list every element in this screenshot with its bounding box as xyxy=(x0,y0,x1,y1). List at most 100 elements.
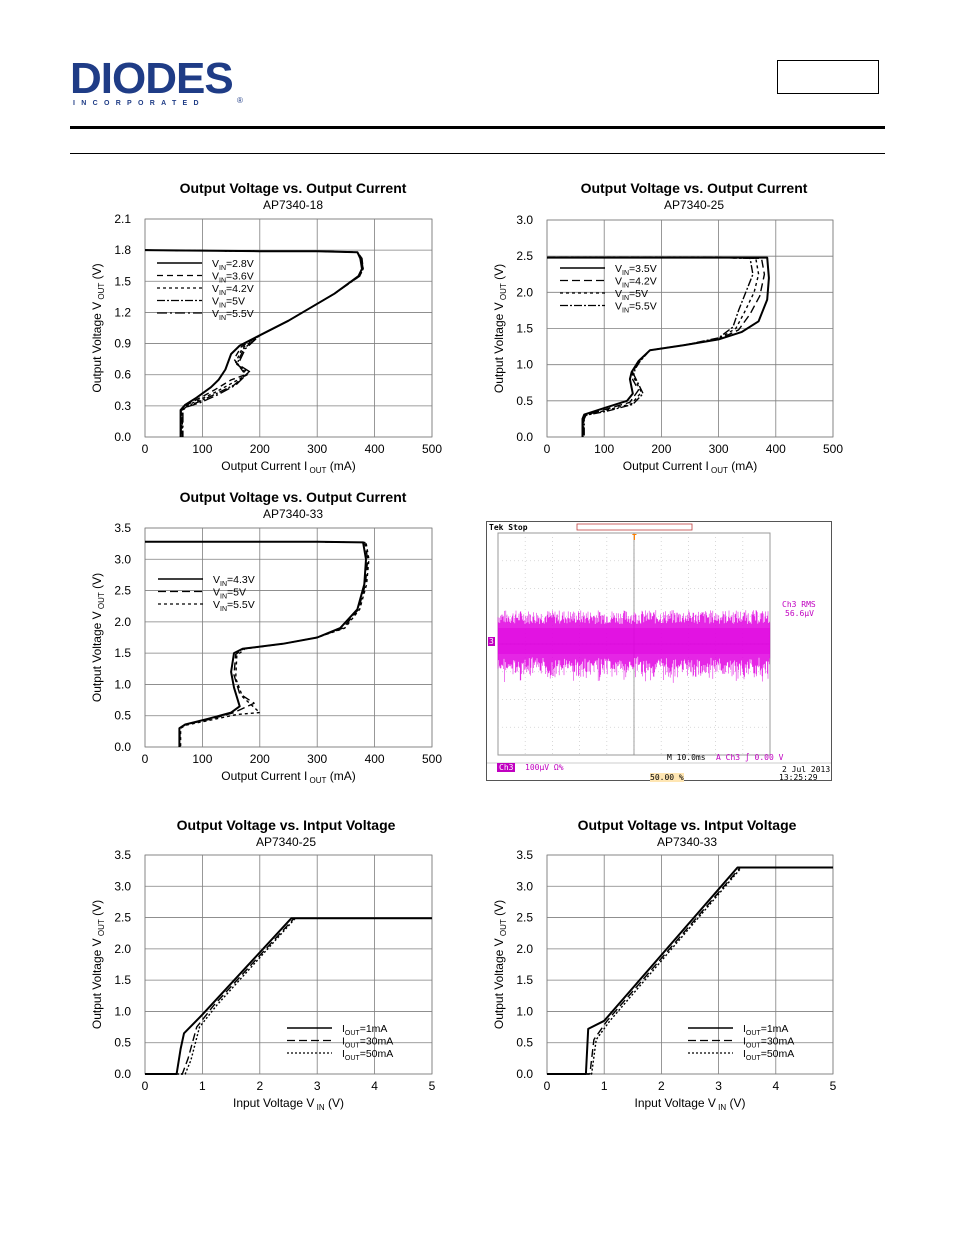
x-tick-label: 0 xyxy=(544,1079,551,1093)
legend-label: IOUT=1mA xyxy=(743,1023,788,1037)
header-rule-thick xyxy=(70,126,885,129)
y-tick-label: 2.5 xyxy=(114,584,131,598)
x-axis-label: Input Voltage V IN (V) xyxy=(635,1096,746,1112)
legend-label: VIN=4.2V xyxy=(212,283,254,297)
scope-status: Tek Stop xyxy=(489,523,528,532)
y-axis-label: Output Voltage V OUT (V) xyxy=(492,900,508,1029)
legend-label: VIN=4.3V xyxy=(213,574,255,588)
legend-label: VIN=3.5V xyxy=(615,263,657,277)
x-tick-label: 2 xyxy=(256,1079,263,1093)
legend-label: VIN=5V xyxy=(213,587,246,601)
x-tick-label: 1 xyxy=(601,1079,608,1093)
series-line xyxy=(547,866,833,1075)
y-tick-label: 2.1 xyxy=(114,212,131,226)
x-axis-label: Output Current I OUT (mA) xyxy=(221,459,356,475)
legend-label: IOUT=50mA xyxy=(743,1048,794,1062)
y-tick-label: 1.0 xyxy=(114,1004,131,1018)
x-tick-label: 5 xyxy=(429,1079,436,1093)
legend-label: IOUT=1mA xyxy=(342,1023,387,1037)
x-tick-label: 1 xyxy=(199,1079,206,1093)
scope-channel-marker: 3 xyxy=(488,637,495,646)
legend-label: VIN=5.5V xyxy=(615,301,657,315)
y-tick-label: 2.5 xyxy=(516,911,533,925)
y-tick-label: 2.0 xyxy=(516,942,533,956)
y-axis-label: Output Voltage V OUT (V) xyxy=(492,264,508,393)
registered-mark-icon: ® xyxy=(237,96,243,105)
y-tick-label: 0.5 xyxy=(516,1036,533,1050)
y-tick-label: 0.0 xyxy=(114,1067,131,1081)
y-tick-label: 0.0 xyxy=(516,1067,533,1081)
x-tick-label: 400 xyxy=(365,442,385,456)
x-axis-label: Output Current I OUT (mA) xyxy=(221,769,356,785)
logo-subtext: INCORPORATED xyxy=(73,100,205,107)
legend-label: VIN=2.8V xyxy=(212,258,254,272)
y-tick-label: 1.5 xyxy=(516,973,533,987)
legend-label: IOUT=30mA xyxy=(342,1036,393,1050)
chart-subtitle: AP7340-18 xyxy=(262,198,324,212)
y-tick-label: 0.6 xyxy=(114,368,131,382)
x-tick-label: 0 xyxy=(142,1079,149,1093)
y-axis-label: Output Voltage V OUT (V) xyxy=(90,900,106,1029)
x-tick-label: 5 xyxy=(830,1079,837,1093)
x-tick-label: 4 xyxy=(772,1079,779,1093)
x-tick-label: 500 xyxy=(422,752,442,766)
scope-trigger-info: A Ch3 ∫ 0.00 V xyxy=(716,753,784,762)
chart-title: Output Voltage vs. Output Current xyxy=(179,180,407,196)
legend-label: IOUT=30mA xyxy=(743,1036,794,1050)
scope-timebase: M 10.0ms xyxy=(667,753,706,762)
x-tick-label: 200 xyxy=(250,752,270,766)
x-tick-label: 4 xyxy=(371,1079,378,1093)
x-tick-label: 0 xyxy=(142,752,149,766)
scope-date: 2 Jul 2013 xyxy=(782,765,831,774)
y-tick-label: 1.0 xyxy=(114,677,131,691)
chart-title: Output Voltage vs. Intput Voltage xyxy=(176,817,396,833)
y-tick-label: 3.0 xyxy=(516,213,533,227)
chart-title: Output Voltage vs. Output Current xyxy=(580,180,808,196)
chart-subtitle: AP7340-33 xyxy=(656,835,718,849)
x-tick-label: 100 xyxy=(192,442,212,456)
plot-frame xyxy=(144,527,433,748)
chart-title: Output Voltage vs. Intput Voltage xyxy=(577,817,797,833)
scope-channel-label: Ch3 xyxy=(497,763,516,772)
y-tick-label: 0.3 xyxy=(114,399,131,413)
y-tick-label: 0.0 xyxy=(114,740,131,754)
x-tick-label: 2 xyxy=(658,1079,665,1093)
x-tick-label: 500 xyxy=(823,442,843,456)
y-tick-label: 1.5 xyxy=(114,973,131,987)
y-axis-label: Output Voltage V OUT (V) xyxy=(90,573,106,702)
x-tick-label: 500 xyxy=(422,442,442,456)
chart-subtitle: AP7340-33 xyxy=(262,507,324,521)
y-tick-label: 0.0 xyxy=(114,430,131,444)
y-tick-label: 0.5 xyxy=(114,709,131,723)
scope-measure-label: Ch3 RMS xyxy=(782,600,816,609)
y-tick-label: 2.0 xyxy=(516,285,533,299)
x-tick-label: 3 xyxy=(715,1079,722,1093)
y-tick-label: 2.0 xyxy=(114,615,131,629)
x-tick-label: 100 xyxy=(594,442,614,456)
y-tick-label: 2.5 xyxy=(516,249,533,263)
plot-frame xyxy=(546,854,834,1075)
legend-label: VIN=5.5V xyxy=(213,599,255,613)
header-rule-thin xyxy=(70,153,885,154)
x-tick-label: 300 xyxy=(709,442,729,456)
y-tick-label: 1.0 xyxy=(516,358,533,372)
series-line xyxy=(144,249,364,437)
x-tick-label: 300 xyxy=(307,752,327,766)
x-axis-label: Input Voltage V IN (V) xyxy=(233,1096,344,1112)
scope-grid xyxy=(487,523,831,764)
y-tick-label: 3.0 xyxy=(516,879,533,893)
y-axis-label: Output Voltage V OUT (V) xyxy=(90,263,106,392)
plot-frame xyxy=(144,218,433,438)
y-tick-label: 1.5 xyxy=(114,646,131,660)
legend-label: VIN=5V xyxy=(615,288,648,302)
x-tick-label: 400 xyxy=(365,752,385,766)
y-tick-label: 0.9 xyxy=(114,337,131,351)
x-tick-label: 400 xyxy=(766,442,786,456)
y-tick-label: 2.5 xyxy=(114,911,131,925)
y-tick-label: 2.0 xyxy=(114,942,131,956)
scope-channel-scale: 100µV Ω% xyxy=(525,763,564,772)
series-line xyxy=(145,541,369,747)
